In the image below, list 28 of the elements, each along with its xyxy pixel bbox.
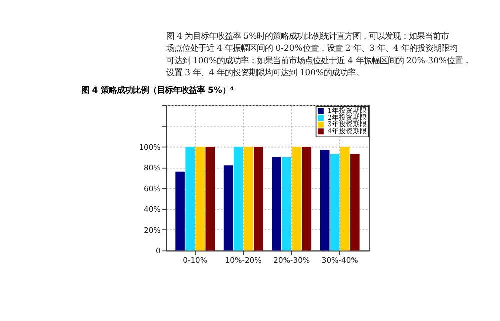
bar (186, 146, 195, 251)
bar (340, 146, 350, 251)
bar (350, 154, 360, 251)
chart-title: 图 4 策略成功比例（目标年收益率 5%）⁴ (81, 85, 234, 96)
bar (254, 146, 264, 251)
x-tick-label: 10%-20% (225, 256, 262, 265)
bar (330, 154, 340, 251)
x-tick-label: 20%-30% (274, 256, 310, 265)
y-tick-label: 0 (156, 246, 162, 256)
bar (196, 146, 205, 251)
bar (302, 146, 312, 251)
y-tick-label: 60% (144, 184, 161, 194)
caption: 图 4 为目标年收益率 5%时的策略成功比例统计直方图，可以发现：如果当前市场点位处于近 4 年振幅区间的 0-20%位置，设置 2 年、3 年、4 年的投资期限均可达到 100%的成功率；如果当前市场点位处于近 4 年振幅区间的 20%-30%位置，设置 3 年、4 年的投资期限均可达到 100%的成功率。 (165, 30, 471, 78)
bar (234, 146, 244, 251)
bar (206, 146, 216, 251)
bar (224, 166, 234, 251)
bar (292, 146, 302, 251)
y-tick-label: 20% (144, 226, 161, 235)
x-tick-label: 0-10% (183, 256, 208, 265)
y-tick-label: 100% (139, 142, 161, 152)
x-tick-label: 30%-40% (322, 256, 358, 265)
bar (244, 146, 254, 251)
bar (272, 157, 282, 251)
bar (320, 150, 330, 251)
bar (282, 157, 292, 251)
y-tick-label: 80% (144, 164, 161, 173)
bar (176, 172, 185, 251)
y-tick-label: 40% (144, 205, 161, 214)
